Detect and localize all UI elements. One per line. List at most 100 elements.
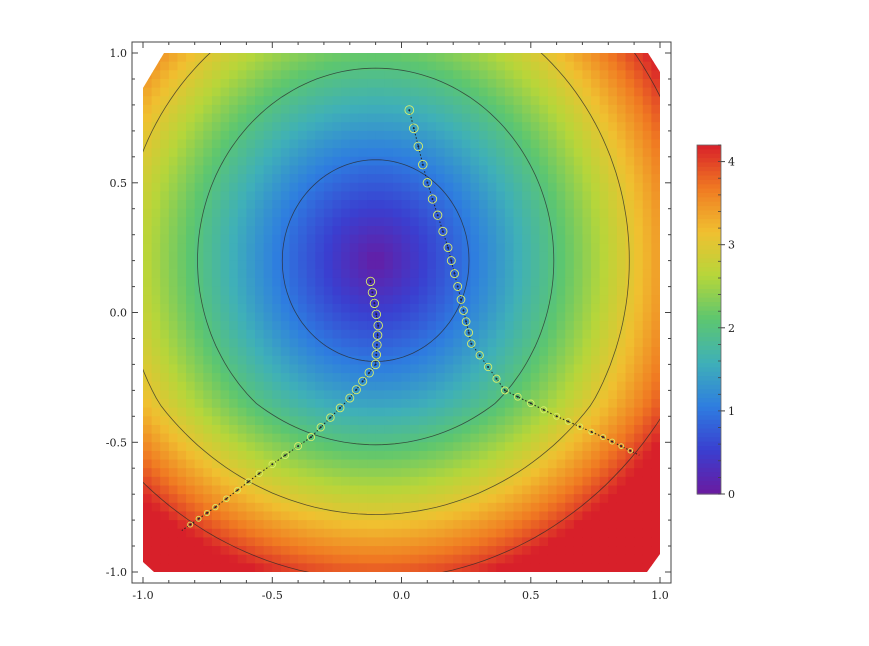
heatmap-cell bbox=[186, 563, 196, 572]
heatmap-cell bbox=[203, 563, 213, 572]
heatmap-cell bbox=[367, 208, 377, 218]
heatmap-cell bbox=[263, 511, 273, 521]
heatmap-cell bbox=[263, 433, 273, 443]
heatmap-cell bbox=[315, 459, 325, 469]
heatmap-cell bbox=[591, 364, 601, 374]
heatmap-cell bbox=[229, 485, 239, 495]
heatmap-cell bbox=[306, 130, 316, 141]
heatmap-cell bbox=[375, 277, 385, 288]
heatmap-cell bbox=[367, 433, 377, 443]
colorbar-swatch bbox=[697, 232, 721, 238]
heatmap-cell bbox=[315, 243, 325, 253]
heatmap-cell bbox=[625, 546, 635, 556]
colorbar-swatch bbox=[697, 153, 721, 159]
heatmap-cell bbox=[410, 511, 420, 521]
heatmap-cell bbox=[573, 208, 584, 218]
heatmap-cell bbox=[341, 520, 351, 530]
branch-point-center bbox=[214, 506, 217, 509]
heatmap-cell bbox=[211, 347, 222, 357]
heatmap-cell bbox=[444, 303, 454, 314]
heatmap-cell bbox=[203, 433, 213, 443]
heatmap-cell bbox=[160, 139, 170, 149]
heatmap-cell bbox=[384, 502, 394, 513]
heatmap-cell bbox=[289, 295, 299, 305]
colorbar-swatch bbox=[697, 446, 721, 451]
heatmap-cell bbox=[203, 468, 213, 478]
heatmap-cell bbox=[367, 243, 377, 253]
heatmap-cell bbox=[565, 381, 575, 391]
heatmap-cell bbox=[504, 321, 515, 331]
heatmap-cell bbox=[177, 260, 187, 270]
heatmap-cell bbox=[255, 87, 265, 97]
heatmap-cell bbox=[427, 182, 437, 192]
heatmap-cell bbox=[444, 364, 454, 374]
heatmap-cell bbox=[435, 502, 446, 513]
heatmap-cell bbox=[453, 226, 463, 236]
branch-point-center bbox=[578, 425, 581, 428]
heatmap-cell bbox=[384, 148, 394, 158]
heatmap-cell bbox=[280, 130, 291, 141]
heatmap-cell bbox=[289, 442, 299, 452]
colorbar-swatch bbox=[697, 188, 721, 194]
heatmap-cell bbox=[513, 87, 523, 97]
heatmap-cell bbox=[384, 528, 394, 538]
heatmap-cell bbox=[367, 347, 377, 357]
heatmap-cell bbox=[608, 122, 618, 132]
heatmap-cell bbox=[272, 520, 282, 530]
heatmap-cell bbox=[151, 251, 161, 262]
branch-point bbox=[369, 298, 380, 309]
heatmap-cell bbox=[435, 476, 446, 487]
heatmap-cell bbox=[435, 243, 446, 253]
heatmap-cell bbox=[582, 78, 592, 89]
heatmap-cell bbox=[220, 329, 230, 340]
heatmap-cell bbox=[384, 373, 394, 383]
heatmap-cell bbox=[573, 277, 584, 288]
heatmap-cell bbox=[591, 191, 601, 201]
heatmap-cell bbox=[392, 364, 403, 374]
heatmap-cell bbox=[177, 312, 187, 322]
heatmap-cell bbox=[211, 485, 222, 495]
heatmap-cell bbox=[642, 61, 652, 71]
heatmap-cell bbox=[504, 217, 515, 227]
heatmap-cell bbox=[410, 277, 420, 288]
heatmap-cell bbox=[634, 511, 644, 521]
heatmap-cell bbox=[280, 113, 291, 123]
branch-point bbox=[492, 374, 501, 383]
heatmap-cell bbox=[332, 53, 342, 63]
heatmap-cell bbox=[160, 269, 170, 279]
branch-point-center bbox=[319, 426, 322, 429]
heatmap-cell bbox=[625, 122, 635, 132]
heatmap-cell bbox=[642, 303, 652, 314]
heatmap-cell bbox=[177, 390, 187, 400]
heatmap-cell bbox=[263, 96, 273, 106]
heatmap-cell bbox=[479, 433, 489, 443]
heatmap-cell bbox=[582, 139, 592, 149]
heatmap-cell bbox=[186, 390, 196, 400]
heatmap-cell bbox=[599, 329, 609, 340]
heatmap-cell bbox=[547, 494, 558, 504]
heatmap-cell bbox=[375, 528, 385, 538]
heatmap-cell bbox=[616, 347, 627, 357]
heatmap-cell bbox=[453, 554, 463, 564]
heatmap-cell bbox=[332, 303, 342, 314]
heatmap-cell bbox=[453, 563, 463, 572]
heatmap-cell bbox=[211, 563, 222, 572]
heatmap-cell bbox=[616, 148, 627, 158]
heatmap-cell bbox=[410, 61, 420, 71]
heatmap-cell bbox=[651, 139, 660, 149]
heatmap-cell bbox=[642, 243, 652, 253]
heatmap-cell bbox=[410, 554, 420, 564]
heatmap-cell bbox=[608, 494, 618, 504]
heatmap-cell bbox=[220, 476, 230, 487]
heatmap-cell bbox=[651, 87, 660, 97]
heatmap-cell bbox=[375, 303, 385, 314]
heatmap-cell bbox=[522, 286, 532, 296]
heatmap-cell bbox=[280, 226, 291, 236]
heatmap-cell bbox=[263, 381, 273, 391]
heatmap-cell bbox=[384, 329, 394, 340]
heatmap-cell bbox=[616, 113, 627, 123]
heatmap-cell bbox=[203, 424, 213, 435]
heatmap-cell bbox=[461, 528, 472, 538]
heatmap-cell bbox=[168, 329, 179, 340]
heatmap-cell bbox=[435, 191, 446, 201]
